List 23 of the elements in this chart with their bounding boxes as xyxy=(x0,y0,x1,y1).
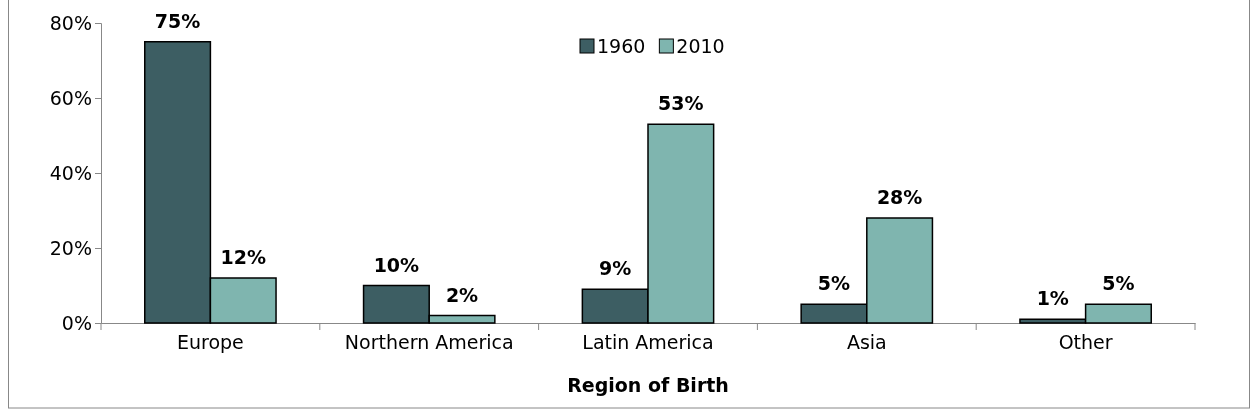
y-tick-label: 0% xyxy=(61,311,92,334)
text: 5% xyxy=(1102,272,1135,295)
x-tick-label: Europe xyxy=(176,330,244,353)
x-axis-title: Region of Birth xyxy=(567,374,729,396)
y-tick-label: 80% xyxy=(49,11,92,34)
x-tick-label: Northern America xyxy=(344,330,514,353)
legend-label: 2010 xyxy=(676,35,725,57)
text: 9% xyxy=(599,257,632,280)
legend-label: 1960 xyxy=(597,35,646,57)
text: 5% xyxy=(817,272,851,295)
text: 10% xyxy=(373,253,420,276)
y-tick-label: 60% xyxy=(49,86,92,109)
text: 2% xyxy=(445,283,479,306)
text: 12% xyxy=(220,246,266,268)
text: 1% xyxy=(1036,287,1069,310)
x-tick-label: Other xyxy=(1058,330,1113,353)
x-tick-label: Latin America xyxy=(582,330,714,353)
text: 75% xyxy=(154,9,201,32)
text: 53% xyxy=(658,92,704,115)
y-tick-label: 20% xyxy=(49,236,92,259)
text: 28% xyxy=(876,186,923,208)
y-tick-label: 40% xyxy=(49,161,92,184)
x-tick-label: Asia xyxy=(846,330,887,353)
